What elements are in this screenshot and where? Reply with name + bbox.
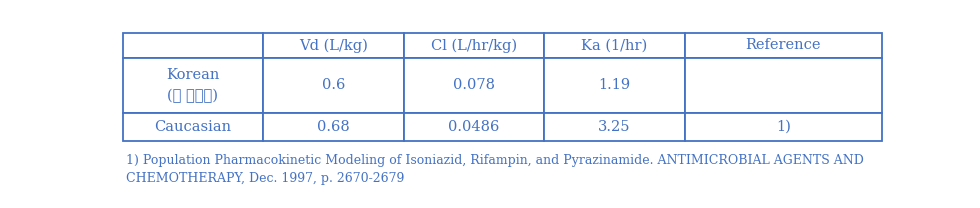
- Text: (본 시험군): (본 시험군): [168, 89, 219, 103]
- Text: Ka (1/hr): Ka (1/hr): [581, 38, 648, 52]
- Bar: [122, 58, 263, 113]
- Bar: [404, 113, 544, 141]
- Text: Reference: Reference: [746, 38, 821, 52]
- Bar: [544, 113, 684, 141]
- Text: CHEMOTHERAPY, Dec. 1997, p. 2670-2679: CHEMOTHERAPY, Dec. 1997, p. 2670-2679: [125, 172, 404, 185]
- Text: Cl (L/hr/kg): Cl (L/hr/kg): [430, 38, 516, 53]
- Text: 0.0486: 0.0486: [448, 120, 500, 134]
- Bar: [263, 58, 404, 113]
- Bar: [122, 33, 263, 58]
- Bar: [544, 33, 684, 58]
- Text: 0.68: 0.68: [317, 120, 350, 134]
- Text: 1.19: 1.19: [598, 78, 630, 92]
- Bar: [263, 33, 404, 58]
- Text: Caucasian: Caucasian: [154, 120, 231, 134]
- Bar: [684, 113, 882, 141]
- Text: Vd (L/kg): Vd (L/kg): [299, 38, 368, 53]
- Bar: [263, 113, 404, 141]
- Text: Korean: Korean: [166, 68, 220, 82]
- Text: 1) Population Pharmacokinetic Modeling of Isoniazid, Rifampin, and Pyrazinamide.: 1) Population Pharmacokinetic Modeling o…: [125, 154, 863, 167]
- Text: 0.6: 0.6: [321, 78, 345, 92]
- Bar: [404, 58, 544, 113]
- Bar: [544, 58, 684, 113]
- Bar: [684, 33, 882, 58]
- Text: 1): 1): [776, 120, 791, 134]
- Text: 0.078: 0.078: [453, 78, 495, 92]
- Bar: [122, 113, 263, 141]
- Bar: [404, 33, 544, 58]
- Text: 3.25: 3.25: [598, 120, 630, 134]
- Bar: [684, 58, 882, 113]
